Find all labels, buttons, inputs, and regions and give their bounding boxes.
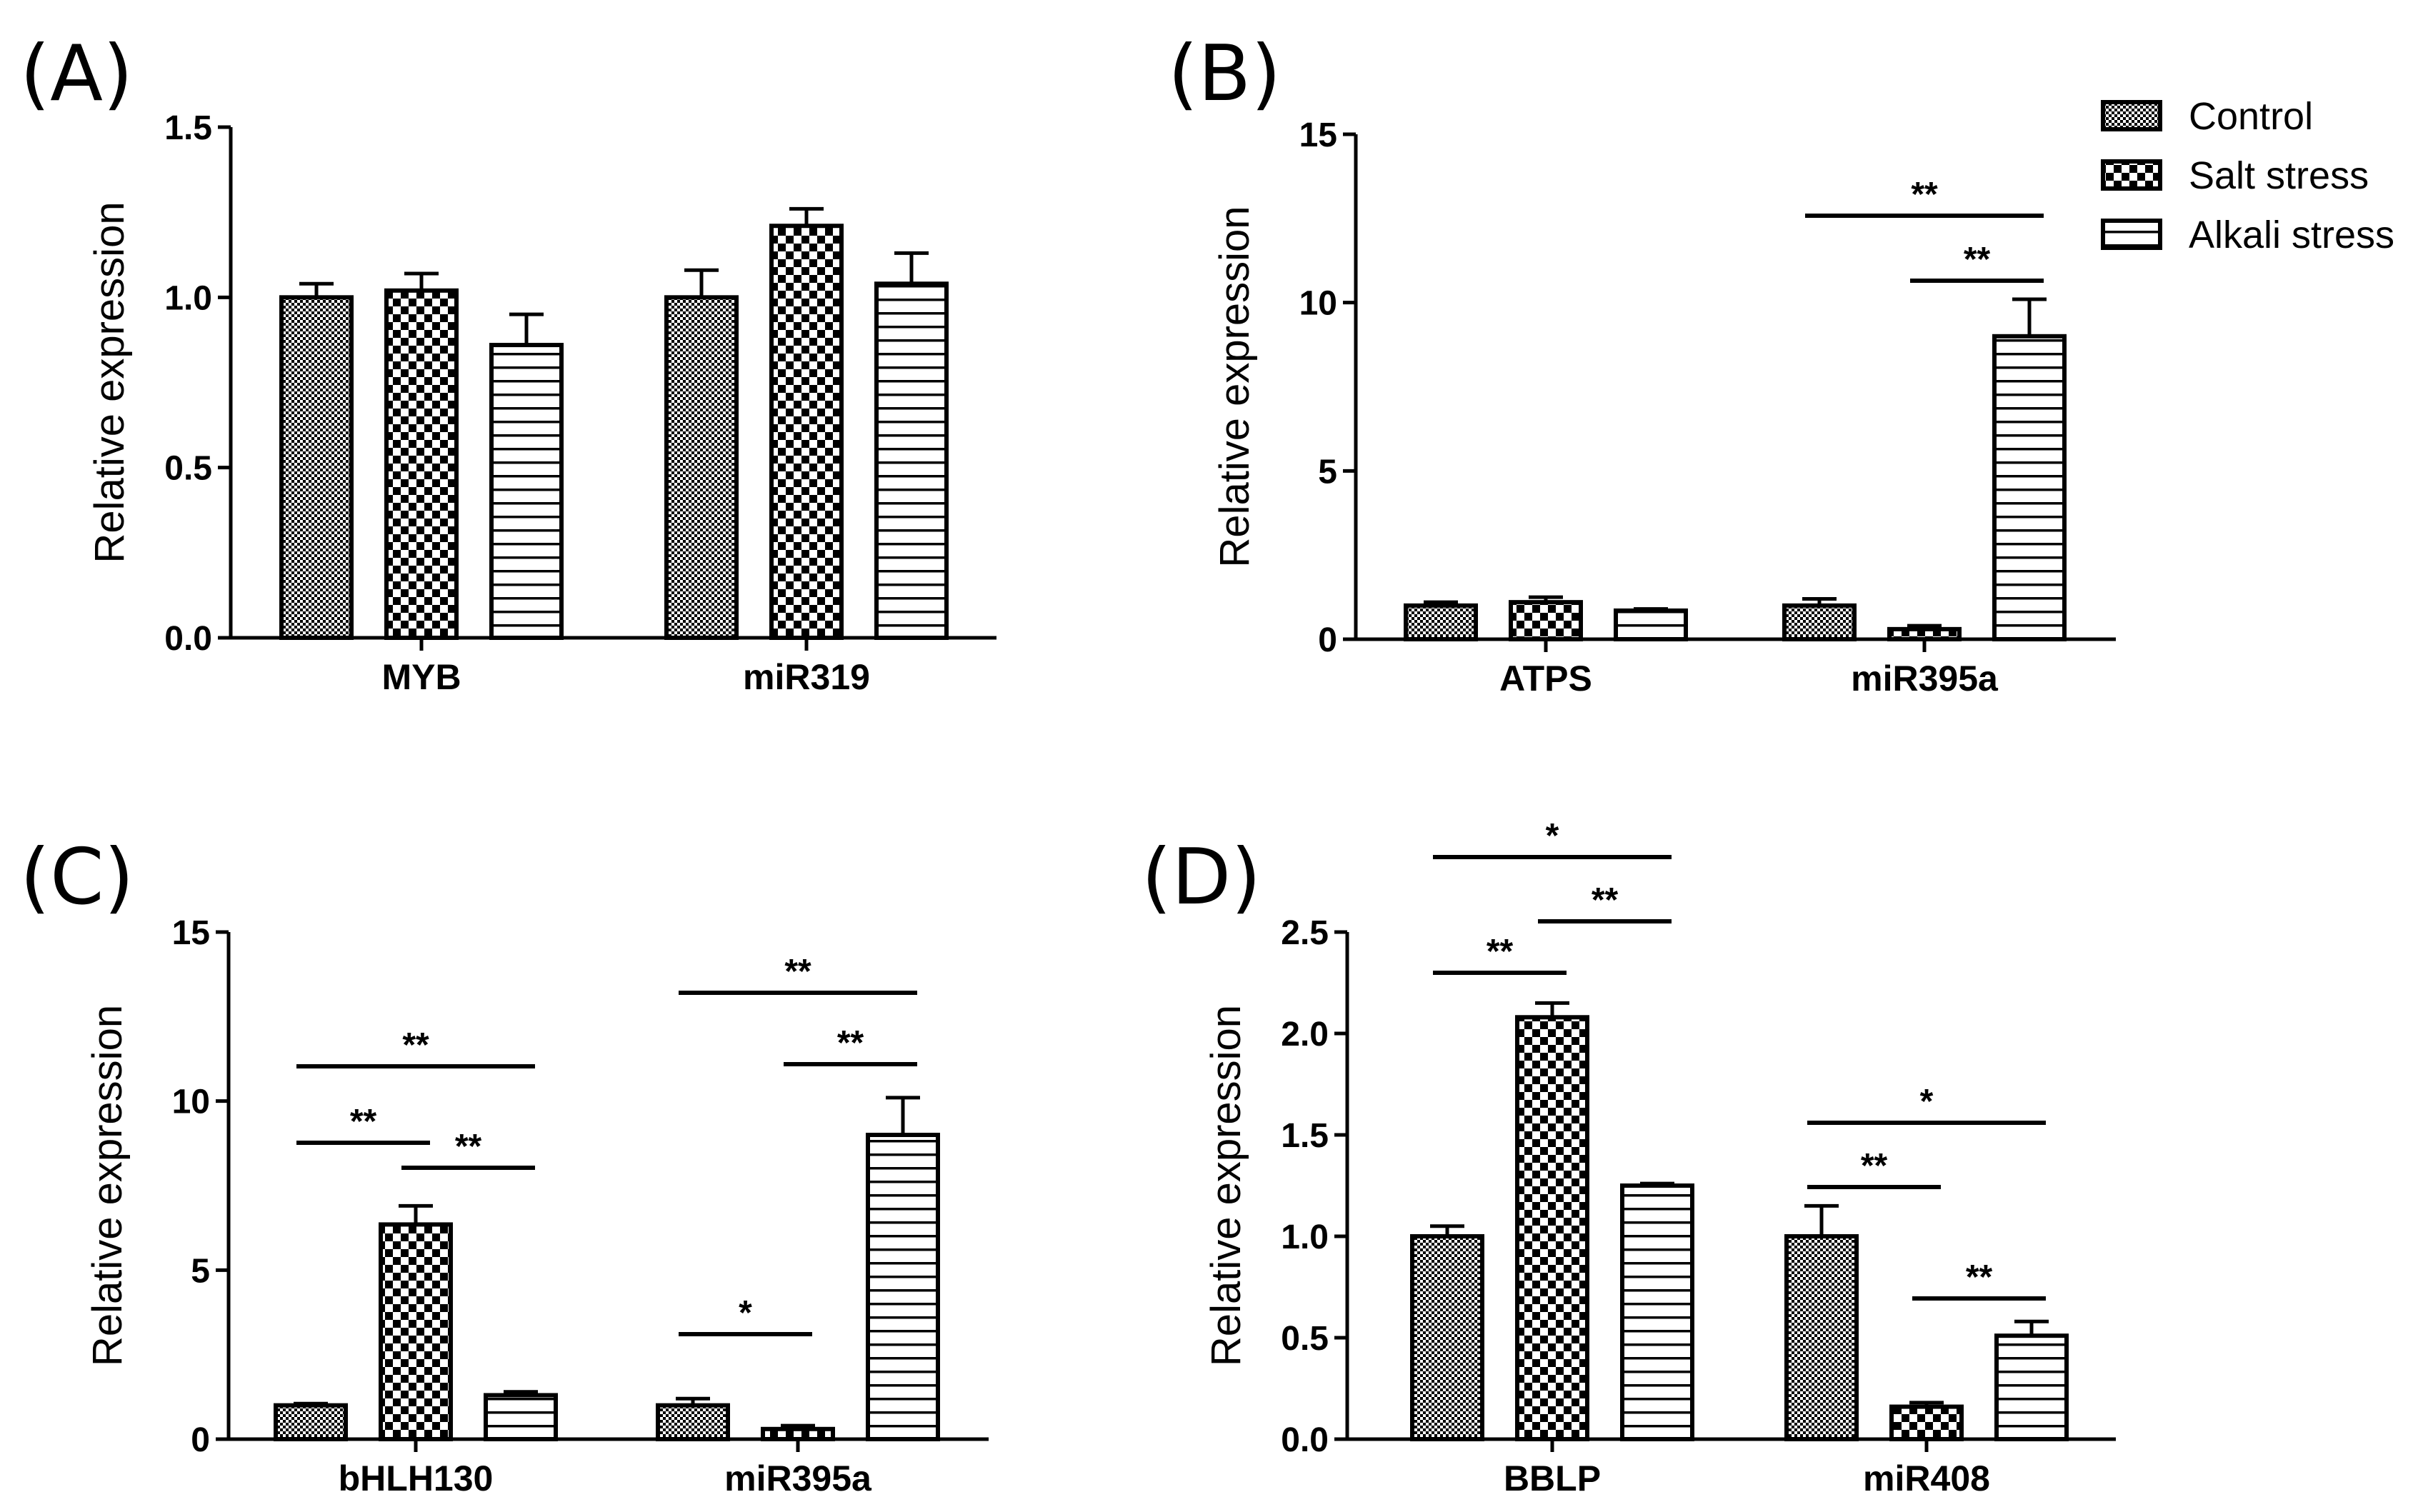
- bar-salt-stress: [384, 288, 459, 640]
- bar-alkali-stress: [866, 1133, 940, 1441]
- significance-label: **: [350, 1103, 377, 1141]
- bar-salt-stress: [379, 1222, 453, 1442]
- panel-label: (B): [1168, 29, 1281, 119]
- significance-label: **: [1592, 881, 1619, 919]
- y-tick-label: 1.0: [164, 279, 212, 317]
- bar-alkali-stress: [1614, 608, 1688, 641]
- chart-panel-c: (C) Relative expression 0 5 10 15 bHLH130 miR39…: [20, 833, 989, 1498]
- y-tick-label: 2.5: [1281, 914, 1329, 952]
- bar-control: [274, 1403, 348, 1441]
- bar-alkali-stress: [1994, 1333, 2069, 1442]
- legend-swatch: [2101, 159, 2162, 191]
- significance-label: **: [1861, 1147, 1888, 1185]
- bar-control: [1410, 1234, 1484, 1441]
- bar-control: [1782, 603, 1857, 641]
- y-tick-label: 1.5: [164, 109, 212, 147]
- significance-label: **: [455, 1128, 482, 1166]
- bar-salt-stress: [761, 1426, 835, 1442]
- significance-label: **: [402, 1026, 429, 1064]
- y-tick-label: 0.0: [164, 620, 212, 658]
- chart-panel-b: (B) Relative expression 0 5 10 15 ATPS miR395a *…: [1168, 29, 2116, 699]
- bar-salt-stress: [1889, 1404, 1964, 1442]
- category-label: miR319: [743, 657, 870, 697]
- bar-alkali-stress: [484, 1393, 558, 1442]
- legend-label: Salt stress: [2189, 154, 2369, 197]
- category-label: bHLH130: [339, 1458, 494, 1498]
- y-tick-label: 15: [172, 914, 210, 952]
- legend-swatch: [2101, 219, 2162, 250]
- bar-control: [656, 1403, 730, 1441]
- y-tick-label: 5: [1318, 453, 1337, 491]
- bar-control: [1404, 603, 1478, 641]
- chart-panel-d: (D) Relative expression 0.0 0.5 1.0 1.5 2.0 2.5…: [1141, 817, 2116, 1498]
- y-tick-label: 0: [191, 1421, 210, 1459]
- legend-label: Alkali stress: [2189, 214, 2394, 256]
- legend: Control Salt stress Alkali stress: [2101, 95, 2394, 256]
- y-tick-label: 1.0: [1281, 1218, 1329, 1256]
- bar-alkali-stress: [489, 343, 564, 640]
- category-label: MYB: [381, 657, 461, 697]
- category-label: ATPS: [1499, 659, 1592, 699]
- significance-label: **: [837, 1024, 864, 1062]
- y-tick-label: 0.0: [1281, 1421, 1329, 1459]
- y-axis-label: Relative expression: [84, 1005, 131, 1366]
- legend-label: Control: [2189, 95, 2313, 138]
- y-axis-label: Relative expression: [1211, 206, 1258, 567]
- y-tick-label: 0: [1318, 621, 1337, 659]
- y-tick-label: 5: [191, 1252, 210, 1290]
- panel-label: (C): [20, 833, 134, 922]
- significance-label: **: [1911, 176, 1938, 214]
- panel-label: (A): [20, 29, 133, 119]
- bar-alkali-stress: [874, 281, 949, 640]
- y-tick-label: 10: [172, 1083, 210, 1121]
- significance-label: *: [1546, 817, 1559, 855]
- bar-control: [1784, 1234, 1859, 1441]
- legend-swatch: [2101, 100, 2162, 131]
- category-label: miR395a: [724, 1458, 872, 1498]
- bar-control: [279, 295, 354, 640]
- bar-salt-stress: [769, 224, 844, 640]
- y-axis-label: Relative expression: [1203, 1005, 1249, 1366]
- category-label: BBLP: [1504, 1458, 1601, 1498]
- y-tick-label: 15: [1299, 116, 1337, 154]
- significance-label: **: [1487, 933, 1514, 971]
- panel-label: (D): [1141, 833, 1261, 922]
- y-tick-label: 1.5: [1281, 1117, 1329, 1155]
- significance-label: *: [1920, 1083, 1934, 1121]
- bar-control: [664, 295, 739, 640]
- significance-label: *: [739, 1294, 752, 1332]
- chart-panel-a: (A) Relative expression 0.0 0.5 1.0 1.5 MYB miR…: [20, 29, 996, 697]
- y-tick-label: 10: [1299, 285, 1337, 323]
- category-label: miR395a: [1851, 659, 1999, 699]
- y-tick-label: 0.5: [164, 450, 212, 488]
- significance-label: **: [1966, 1258, 1993, 1296]
- bar-alkali-stress: [1992, 334, 2067, 641]
- category-label: miR408: [1863, 1458, 1990, 1498]
- y-tick-label: 2.0: [1281, 1016, 1329, 1053]
- bar-salt-stress: [1887, 626, 1962, 641]
- bar-salt-stress: [1515, 1015, 1589, 1441]
- significance-label: **: [1964, 241, 1991, 279]
- significance-label: **: [784, 953, 811, 991]
- y-axis-label: Relative expression: [86, 201, 133, 563]
- bar-salt-stress: [1509, 600, 1583, 641]
- y-tick-label: 0.5: [1281, 1320, 1329, 1358]
- bar-alkali-stress: [1620, 1183, 1694, 1441]
